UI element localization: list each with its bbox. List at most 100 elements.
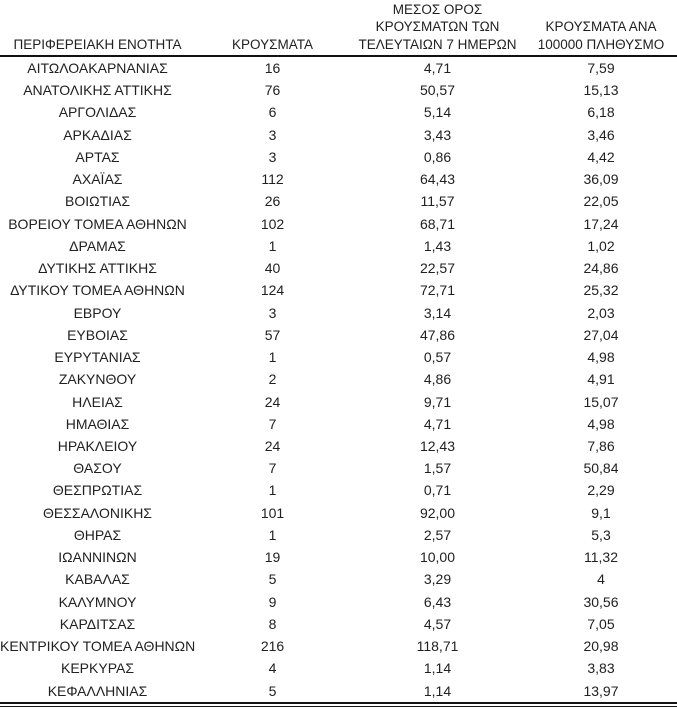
cell-avg-7day: 11,57: [420, 193, 455, 210]
cell-cases: 3: [268, 126, 277, 143]
cell-cases: 24: [264, 393, 281, 410]
cell-region: ΔΡΑΜΑΣ: [69, 237, 126, 254]
cell-avg-7day: 64,43: [419, 171, 456, 188]
column-header-per-100k: ΚΡΟΥΣΜΑΤΑ ΑΝΑ 100000 ΠΛΗΘΥΣΜΟ: [537, 19, 665, 52]
cell-cases: 76: [264, 82, 281, 99]
cell-avg-7day: 6,43: [423, 593, 452, 610]
table-row: ΚΕΡΚΥΡΑΣ 4 1,14 3,83: [0, 657, 677, 679]
table-row: ΚΑΛΥΜΝΟΥ 9 6,43 30,56: [0, 591, 677, 613]
cell-avg-7day: 0,57: [423, 349, 452, 366]
cell-avg-7day: 22,57: [419, 260, 456, 277]
cell-per-100k: 2,29: [587, 482, 615, 499]
cell-avg-7day: 92,00: [419, 504, 456, 521]
cell-per-100k: 4: [597, 571, 605, 588]
cell-per-100k: 13,97: [583, 682, 619, 699]
cell-avg-7day: 12,43: [419, 437, 456, 454]
table-row: ΔΥΤΙΚΟΥ ΤΟΜΕΑ ΑΘΗΝΩΝ 124 72,71 25,32: [0, 279, 677, 301]
table-row: ΚΕΦΑΛΛΗΝΙΑΣ 5 1,14 13,97: [0, 680, 677, 702]
cell-avg-7day: 47,86: [419, 326, 456, 343]
cell-region: ΑΡΓΟΛΙΔΑΣ: [58, 104, 137, 121]
cell-per-100k: 2,03: [587, 304, 615, 321]
cell-per-100k: 22,05: [583, 193, 619, 210]
cell-avg-7day: 2,57: [423, 526, 452, 543]
cell-region: ΑΡΚΑΔΙΑΣ: [63, 126, 132, 143]
cell-cases: 40: [264, 260, 281, 277]
cell-region: ΚΑΛΥΜΝΟΥ: [58, 593, 137, 610]
table-header-row: ΠΕΡΙΦΕΡΕΙΑΚΗ ΕΝΟΤΗΤΑ ΚΡΟΥΣΜΑΤΑ ΜΕΣΟΣ ΟΡΟ…: [0, 0, 677, 55]
cell-region: ΖΑΚΥΝΘΟΥ: [58, 371, 137, 388]
table-row: ΚΕΝΤΡΙΚΟΥ ΤΟΜΕΑ ΑΘΗΝΩΝ 216 118,71 20,98: [0, 635, 677, 657]
cell-avg-7day: 118,71: [416, 638, 459, 655]
table-row: ΕΥΒΟΙΑΣ 57 47,86 27,04: [0, 324, 677, 346]
cell-avg-7day: 0,71: [423, 482, 452, 499]
cell-region: ΕΥΡΥΤΑΝΙΑΣ: [54, 349, 141, 366]
table-row: ΘΕΣΣΑΛΟΝΙΚΗΣ 101 92,00 9,1: [0, 502, 677, 524]
cell-cases: 3: [268, 304, 277, 321]
cell-avg-7day: 1,14: [423, 660, 452, 677]
cell-cases: 1: [268, 482, 277, 499]
table-row: ΕΥΡΥΤΑΝΙΑΣ 1 0,57 4,98: [0, 346, 677, 368]
table-row: ΗΛΕΙΑΣ 24 9,71 15,07: [0, 391, 677, 413]
table-row: ΘΑΣΟΥ 7 1,57 50,84: [0, 457, 677, 479]
cell-avg-7day: 1,43: [423, 237, 452, 254]
cell-per-100k: 7,59: [587, 60, 615, 76]
cell-avg-7day: 3,43: [423, 126, 452, 143]
cell-per-100k: 4,42: [587, 148, 615, 165]
cell-cases: 5: [268, 682, 277, 699]
cell-per-100k: 3,46: [587, 126, 615, 143]
header-divider: [0, 55, 677, 57]
cell-region: ΚΑΒΑΛΑΣ: [65, 571, 130, 588]
cell-region: ΒΟΡΕΙΟΥ ΤΟΜΕΑ ΑΘΗΝΩΝ: [8, 215, 187, 232]
column-header-avg-7day: ΜΕΣΟΣ ΟΡΟΣ ΚΡΟΥΣΜΑΤΩΝ ΤΩΝ ΤΕΛΕΥΤΑΙΩΝ 7 Η…: [358, 1, 517, 52]
table-body: ΑΙΤΩΛΟΑΚΑΡΝΑΝΙΑΣ 16 4,71 7,59 ΑΝΑΤΟΛΙΚΗΣ ΑΤΤ…: [0, 57, 677, 702]
table-row: ΚΑΡΔΙΤΣΑΣ 8 4,57 7,05: [0, 613, 677, 635]
cell-per-100k: 25,32: [583, 282, 619, 299]
cell-region: ΗΛΕΙΑΣ: [72, 393, 123, 410]
cell-region: ΚΑΡΔΙΤΣΑΣ: [59, 615, 136, 632]
cell-per-100k: 30,56: [583, 593, 619, 610]
cell-cases: 3: [268, 148, 277, 165]
cell-region: ΑΝΑΤΟΛΙΚΗΣ ΑΤΤΙΚΗΣ: [23, 82, 172, 99]
cell-avg-7day: 72,71: [419, 282, 456, 299]
cell-region: ΙΩΑΝΝΙΝΩΝ: [58, 549, 137, 566]
cell-cases: 1: [268, 237, 277, 254]
cell-cases: 1: [268, 526, 277, 543]
cell-region: ΑΧΑΪΑΣ: [72, 171, 123, 188]
cell-avg-7day: 3,14: [423, 304, 452, 321]
cell-cases: 2: [268, 371, 277, 388]
cell-per-100k: 20,98: [583, 638, 619, 655]
table-row: ΒΟΙΩΤΙΑΣ 26 11,57 22,05: [0, 190, 677, 212]
cell-per-100k: 6,18: [587, 104, 615, 121]
table-row: ΗΡΑΚΛΕΙΟΥ 24 12,43 7,86: [0, 435, 677, 457]
cell-avg-7day: 1,14: [423, 682, 452, 699]
cell-per-100k: 1,02: [587, 237, 615, 254]
cell-region: ΘΗΡΑΣ: [73, 526, 122, 543]
cell-region: ΕΒΡΟΥ: [73, 304, 122, 321]
table-bottom-border: [0, 701, 677, 707]
cell-per-100k: 7,86: [587, 437, 615, 454]
cell-region: ΑΡΤΑΣ: [75, 148, 120, 165]
cell-avg-7day: 4,86: [423, 371, 452, 388]
cell-cases: 8: [268, 615, 277, 632]
cell-avg-7day: 4,71: [423, 415, 452, 432]
cell-per-100k: 36,09: [583, 171, 619, 188]
cell-region: ΔΥΤΙΚΟΥ ΤΟΜΕΑ ΑΘΗΝΩΝ: [10, 282, 185, 299]
cell-region: ΒΟΙΩΤΙΑΣ: [64, 193, 131, 210]
cell-per-100k: 15,13: [583, 82, 619, 99]
cell-cases: 16: [264, 60, 281, 76]
cell-cases: 7: [268, 460, 277, 477]
cell-per-100k: 15,07: [583, 393, 619, 410]
cell-region: ΔΥΤΙΚΗΣ ΑΤΤΙΚΗΣ: [38, 260, 157, 277]
cell-cases: 57: [264, 326, 281, 343]
table-row: ΑΡΤΑΣ 3 0,86 4,42: [0, 146, 677, 168]
table-row: ΚΑΒΑΛΑΣ 5 3,29 4: [0, 568, 677, 590]
cell-avg-7day: 4,57: [423, 615, 452, 632]
column-header-region: ΠΕΡΙΦΕΡΕΙΑΚΗ ΕΝΟΤΗΤΑ: [13, 36, 182, 52]
table-row: ΕΒΡΟΥ 3 3,14 2,03: [0, 302, 677, 324]
cell-per-100k: 24,86: [583, 260, 619, 277]
cell-per-100k: 4,98: [587, 415, 615, 432]
table-row: ΔΥΤΙΚΗΣ ΑΤΤΙΚΗΣ 40 22,57 24,86: [0, 257, 677, 279]
cell-cases: 101: [260, 504, 285, 521]
table-row: ΗΜΑΘΙΑΣ 7 4,71 4,98: [0, 413, 677, 435]
